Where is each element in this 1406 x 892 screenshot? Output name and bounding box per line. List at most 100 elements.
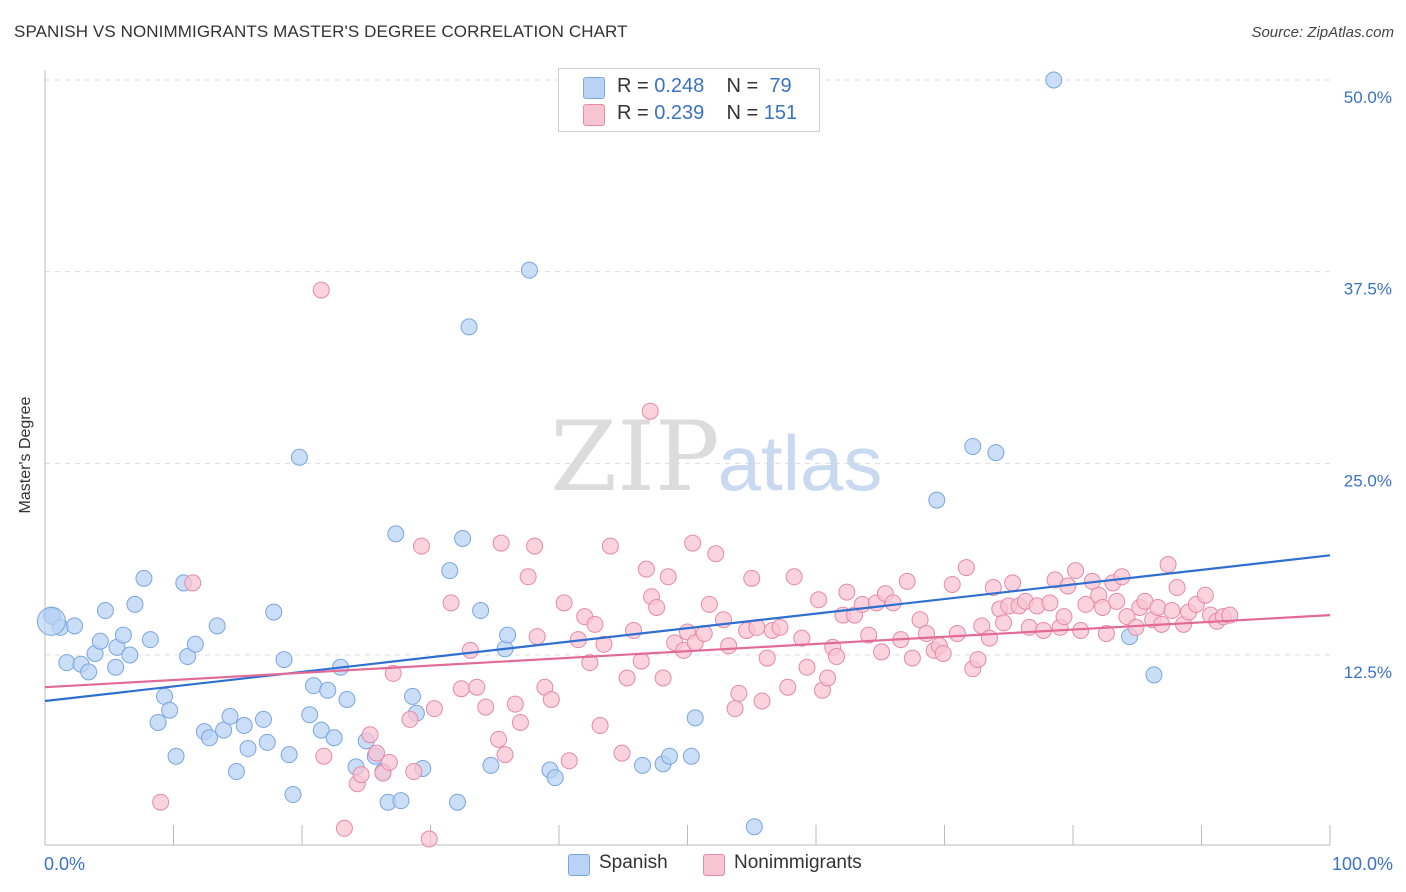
nonimmigrants-point	[980, 629, 998, 647]
legend-label-nonimmigrants: Nonimmigrants	[734, 852, 862, 873]
spanish-point	[661, 747, 679, 765]
nonimmigrants-point	[542, 690, 560, 708]
nonimmigrants-point	[1094, 598, 1112, 616]
spanish-point	[387, 525, 405, 543]
spanish-point	[284, 786, 302, 804]
spanish-point	[460, 318, 478, 336]
spanish-point	[964, 437, 982, 455]
nonimmigrants-point	[490, 730, 508, 748]
nonimmigrants-point	[1055, 608, 1073, 626]
spanish-point	[301, 706, 319, 724]
nonimmigrants-point	[684, 534, 702, 552]
nonimmigrants-point	[838, 583, 856, 601]
nonimmigrants-point	[720, 637, 738, 655]
nonimmigrants-point	[911, 611, 929, 629]
nonimmigrants-point	[632, 652, 650, 670]
nonimmigrants-point	[312, 281, 330, 299]
nonimmigrants-point	[506, 695, 524, 713]
spanish-point	[1145, 666, 1163, 684]
nonimmigrants-point	[384, 664, 402, 682]
nonimmigrants-point	[477, 698, 495, 716]
spanish-point	[745, 818, 763, 836]
spanish-point	[454, 529, 472, 547]
nonimmigrants-swatch	[703, 854, 725, 876]
nonimmigrants-point	[1113, 568, 1131, 586]
nonimmigrants-point	[969, 651, 987, 669]
spanish-point	[275, 651, 293, 669]
spanish-point	[179, 648, 197, 666]
nonimmigrants-point	[401, 710, 419, 728]
nonimmigrants-point	[948, 625, 966, 643]
nonimmigrants-point	[452, 680, 470, 698]
nonimmigrants-point	[526, 537, 544, 555]
series-legend: Spanish Nonimmigrants	[0, 852, 1406, 878]
spanish-point	[987, 444, 1005, 462]
nonimmigrants-point	[586, 615, 604, 633]
spanish-point	[686, 709, 704, 727]
spanish-point	[265, 603, 283, 621]
n-value-nonimmigrants: 151	[763, 102, 798, 124]
spanish-point	[149, 713, 167, 731]
trend-lines	[44, 554, 1331, 703]
nonimmigrants-point	[637, 560, 655, 578]
nonimmigrants-point	[601, 537, 619, 555]
spanish-point	[499, 626, 517, 644]
nonimmigrants-point	[743, 569, 761, 587]
nonimmigrants-point	[581, 654, 599, 672]
nonimmigrants-point	[943, 575, 961, 593]
nonimmigrants-point	[1163, 602, 1181, 620]
nonimmigrants-point	[934, 644, 952, 662]
nonimmigrants-point	[442, 594, 460, 612]
spanish-point	[200, 729, 218, 747]
nonimmigrants-point	[860, 626, 878, 644]
watermark-zip: ZIP	[550, 401, 719, 513]
spanish-point	[441, 562, 459, 580]
spanish-point	[448, 793, 466, 811]
source-credit: Source: ZipAtlas.com	[1251, 24, 1394, 41]
spanish-point	[91, 632, 109, 650]
nonimmigrants-point	[1221, 606, 1239, 624]
nonimmigrants-point	[1108, 592, 1126, 610]
n-value-spanish: 79	[769, 75, 792, 97]
nonimmigrants-point	[730, 684, 748, 702]
spanish-point	[254, 710, 272, 728]
nonimmigrants-point	[380, 753, 398, 771]
spanish-point	[280, 746, 298, 764]
nonimmigrants-point	[700, 595, 718, 613]
nonimmigrants-point	[560, 752, 578, 770]
nonimmigrants-point	[1159, 556, 1177, 574]
spanish-point	[258, 733, 276, 751]
nonimmigrants-point	[591, 717, 609, 735]
spanish-point	[215, 721, 233, 739]
nonimmigrants-point	[425, 700, 443, 718]
nonimmigrants-point	[771, 618, 789, 636]
r-label: R =	[617, 102, 655, 124]
nonimmigrants-trend-line	[44, 614, 1331, 689]
nonimmigrants-point	[819, 669, 837, 687]
spanish-point	[1045, 71, 1063, 89]
nonimmigrants-point	[184, 574, 202, 592]
nonimmigrants-point	[492, 534, 510, 552]
nonimmigrants-point	[873, 643, 891, 661]
nonimmigrants-point	[726, 700, 744, 718]
nonimmigrants-point	[884, 594, 902, 612]
nonimmigrants-point	[613, 744, 631, 762]
y-tick-label: 12.5%	[1344, 663, 1392, 682]
nonimmigrants-point	[659, 568, 677, 586]
legend-label-spanish: Spanish	[599, 852, 668, 873]
spanish-point	[235, 717, 253, 735]
nonimmigrants-point	[618, 669, 636, 687]
spanish-point	[682, 747, 700, 765]
stats-legend: R = 0.248 N = 79 R = 0.239 N = 151	[558, 68, 820, 132]
spanish-point	[186, 635, 204, 653]
nonimmigrants-point	[405, 763, 423, 781]
nonimmigrants-point	[785, 568, 803, 586]
nonimmigrants-point	[413, 537, 431, 555]
n-label: N =	[726, 102, 764, 124]
spanish-point	[520, 261, 538, 279]
spanish-point	[58, 654, 76, 672]
spanish-point	[472, 602, 490, 620]
spanish-point	[239, 740, 257, 758]
nonimmigrants-point	[1004, 574, 1022, 592]
